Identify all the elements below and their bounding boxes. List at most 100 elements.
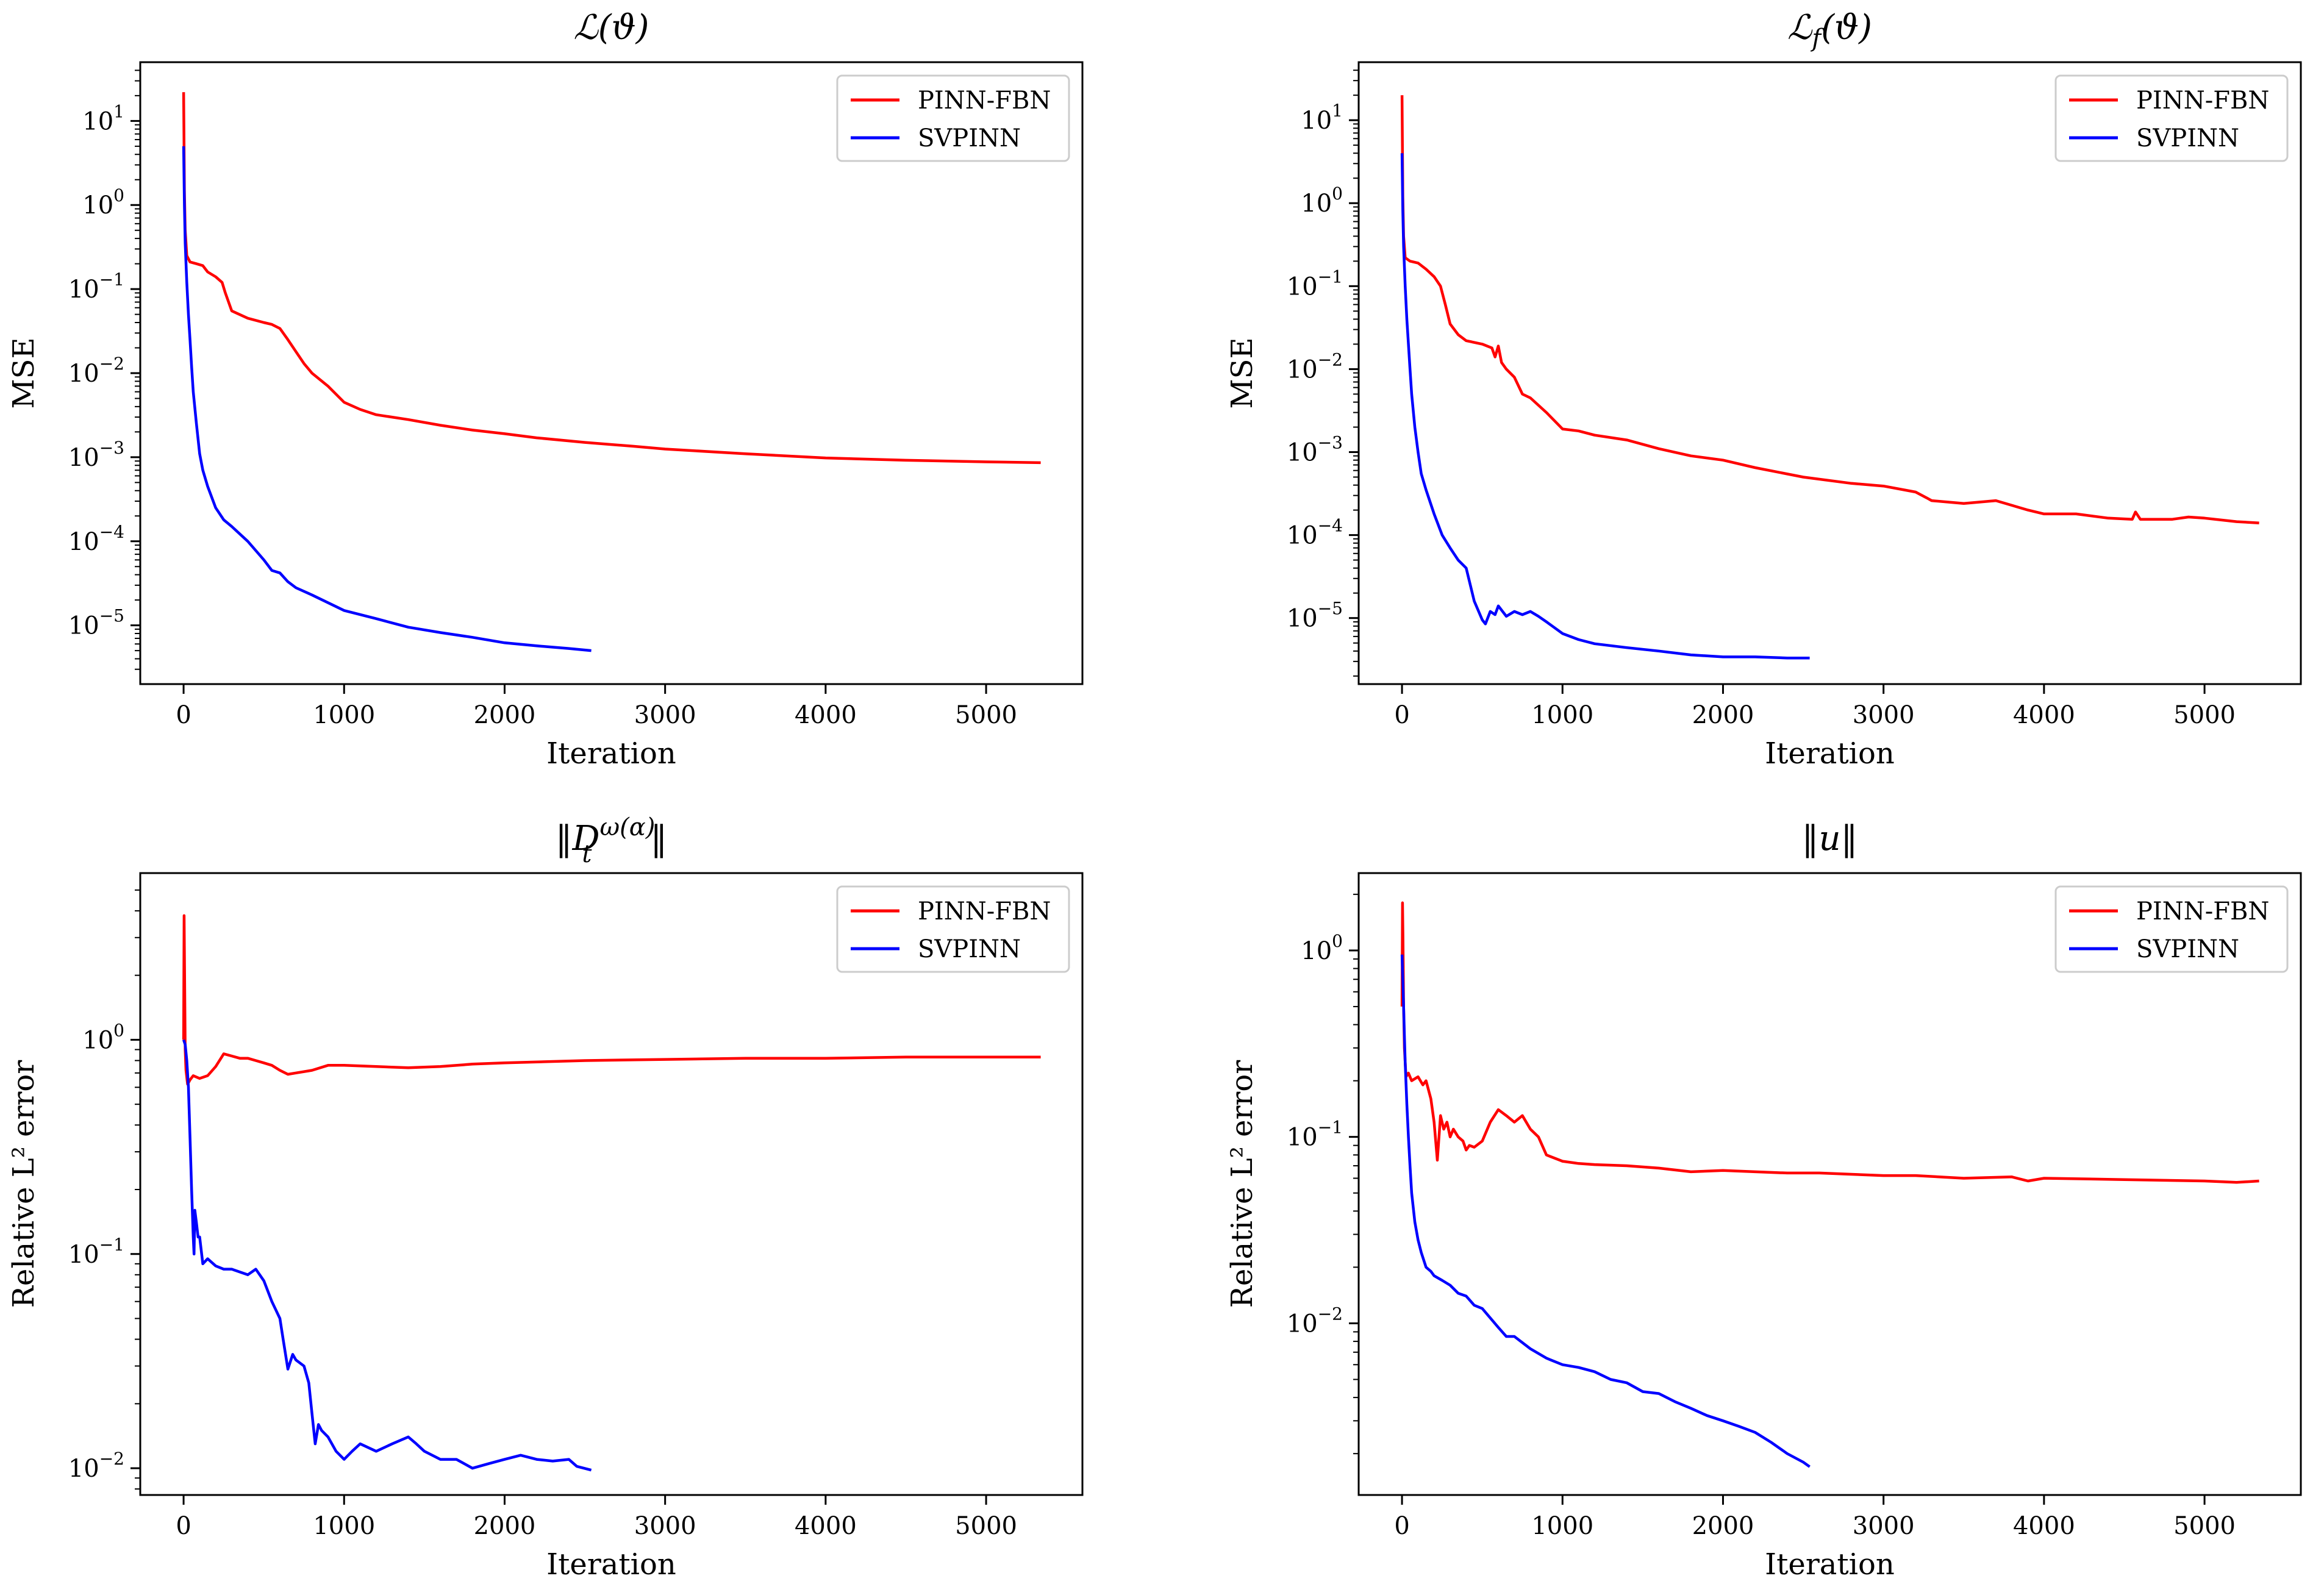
title-part: ‖ — [650, 819, 667, 858]
x-tick-label: 4000 — [795, 701, 857, 729]
series-line-svpinn — [182, 146, 592, 652]
y-tick-exponent: −1 — [1318, 1118, 1343, 1138]
series-line-svpinn — [182, 1039, 592, 1472]
y-tick-exponent: −3 — [1318, 432, 1343, 452]
legend: PINN-FBN SVPINN — [2054, 885, 2289, 973]
chart-title: ℒ(ϑ) — [573, 8, 649, 48]
chart-loss-residual: 0 1000 2000 3000 4000 500010110010−110−210−31… — [1225, 8, 2302, 771]
x-tick-label: 3000 — [634, 1512, 696, 1540]
y-tick-exponent: −4 — [99, 522, 124, 542]
x-tick-label: 2000 — [474, 1512, 536, 1540]
x-tick-label: 1000 — [1531, 701, 1593, 729]
x-tick-label: 3000 — [634, 701, 696, 729]
x-axis-label: Iteration — [546, 1547, 676, 1582]
chart-loss-total: 0 1000 2000 3000 4000 500010110010−110−210−31… — [7, 8, 1084, 771]
y-tick-base: 10 — [82, 191, 113, 219]
x-tick-label: 2000 — [1692, 701, 1754, 729]
y-tick-base: 10 — [68, 612, 99, 640]
legend-label: PINN-FBN — [918, 87, 1051, 115]
legend-label: SVPINN — [918, 124, 1021, 152]
y-tick-exponent: −2 — [99, 354, 124, 374]
series-line-pinn-fbn — [1400, 901, 2259, 1184]
y-tick-label: 101 — [82, 101, 124, 135]
chart-error-derivative: 0 1000 2000 3000 4000 500010010−110−2Iteratio… — [7, 813, 1084, 1582]
y-tick-base: 10 — [68, 444, 99, 472]
x-axis-label: Iteration — [1765, 1547, 1895, 1582]
y-tick-label: 10−2 — [1287, 349, 1343, 384]
legend-label: PINN-FBN — [2136, 87, 2269, 115]
x-tick-label: 0 — [176, 1512, 191, 1540]
x-tick-label: 1000 — [313, 1512, 375, 1540]
x-tick-label: 5000 — [2173, 1512, 2236, 1540]
series-line-pinn-fbn — [182, 92, 1041, 465]
title-superscript: ω(α) — [599, 813, 655, 841]
title-part: ‖D — [556, 819, 600, 858]
y-tick-label: 10−4 — [1287, 516, 1343, 550]
y-tick-label: 100 — [82, 185, 124, 219]
y-tick-exponent: −4 — [1318, 516, 1343, 536]
x-tick-label: 2000 — [474, 701, 536, 729]
x-tick-label: 2000 — [1692, 1512, 1754, 1540]
y-tick-base: 10 — [68, 276, 99, 304]
y-tick-base: 10 — [1301, 937, 1332, 965]
legend-label: PINN-FBN — [2136, 897, 2269, 926]
y-tick-exponent: −2 — [1318, 349, 1343, 369]
x-tick-label: 1000 — [313, 701, 375, 729]
y-axis-label: MSE — [7, 337, 41, 408]
y-tick-base: 10 — [1287, 273, 1318, 301]
y-tick-exponent: −5 — [99, 606, 124, 626]
chart-title: ‖u‖ — [1801, 819, 1857, 858]
y-axis-label: Relative L² error — [7, 1060, 41, 1308]
y-tick-exponent: −2 — [1318, 1304, 1343, 1324]
y-tick-label: 10−5 — [68, 606, 124, 640]
y-tick-exponent: 0 — [113, 1020, 124, 1040]
x-tick-label: 4000 — [2013, 1512, 2075, 1540]
x-tick-label: 3000 — [1853, 701, 1915, 729]
y-tick-base: 10 — [1301, 190, 1332, 218]
legend-label: SVPINN — [2136, 124, 2239, 152]
y-tick-exponent: 0 — [1332, 931, 1343, 951]
y-tick-base: 10 — [68, 528, 99, 556]
y-tick-base: 10 — [68, 1455, 99, 1483]
y-tick-exponent: −1 — [99, 269, 124, 290]
chart-title: ‖Dω(α) t ‖ — [556, 813, 668, 868]
y-tick-base: 10 — [68, 360, 99, 388]
y-tick-label: 10−4 — [68, 522, 124, 556]
x-tick-label: 0 — [176, 701, 191, 729]
y-tick-base: 10 — [1301, 107, 1332, 135]
y-tick-exponent: −5 — [1318, 599, 1343, 619]
x-axis-label: Iteration — [546, 737, 676, 771]
y-tick-label: 10−2 — [68, 354, 124, 388]
x-axis-label: Iteration — [1765, 737, 1895, 771]
y-tick-label: 10−3 — [1287, 432, 1343, 466]
x-tick-label: 4000 — [2013, 701, 2075, 729]
y-tick-label: 10−1 — [68, 1235, 124, 1269]
x-tick-label: 1000 — [1531, 1512, 1593, 1540]
y-tick-label: 10−5 — [1287, 599, 1343, 633]
axes-frame — [1357, 872, 2302, 1496]
y-tick-exponent: 0 — [1332, 184, 1343, 204]
series-line-svpinn — [1400, 954, 1811, 1468]
y-axis-label: MSE — [1225, 337, 1259, 408]
title-part: (ϑ) — [1821, 8, 1872, 48]
legend: PINN-FBN SVPINN — [836, 885, 1070, 973]
y-tick-label: 101 — [1301, 101, 1343, 135]
y-tick-exponent: −1 — [1318, 266, 1343, 287]
y-tick-label: 10−1 — [68, 269, 124, 304]
y-tick-base: 10 — [82, 1026, 113, 1054]
series-line-svpinn — [1400, 153, 1810, 660]
y-axis-label: Relative L² error — [1225, 1060, 1259, 1308]
legend-box — [2054, 74, 2289, 162]
y-tick-base: 10 — [68, 1241, 99, 1269]
y-tick-base: 10 — [82, 107, 113, 135]
legend-box — [836, 74, 1070, 162]
x-tick-label: 3000 — [1853, 1512, 1915, 1540]
y-tick-exponent: −3 — [99, 438, 124, 458]
legend: PINN-FBN SVPINN — [836, 74, 1070, 162]
y-tick-label: 100 — [1301, 931, 1343, 965]
title-subscript: t — [582, 840, 592, 868]
series-line-pinn-fbn — [182, 914, 1041, 1086]
y-tick-exponent: 1 — [1332, 101, 1343, 121]
y-tick-base: 10 — [1287, 355, 1318, 384]
